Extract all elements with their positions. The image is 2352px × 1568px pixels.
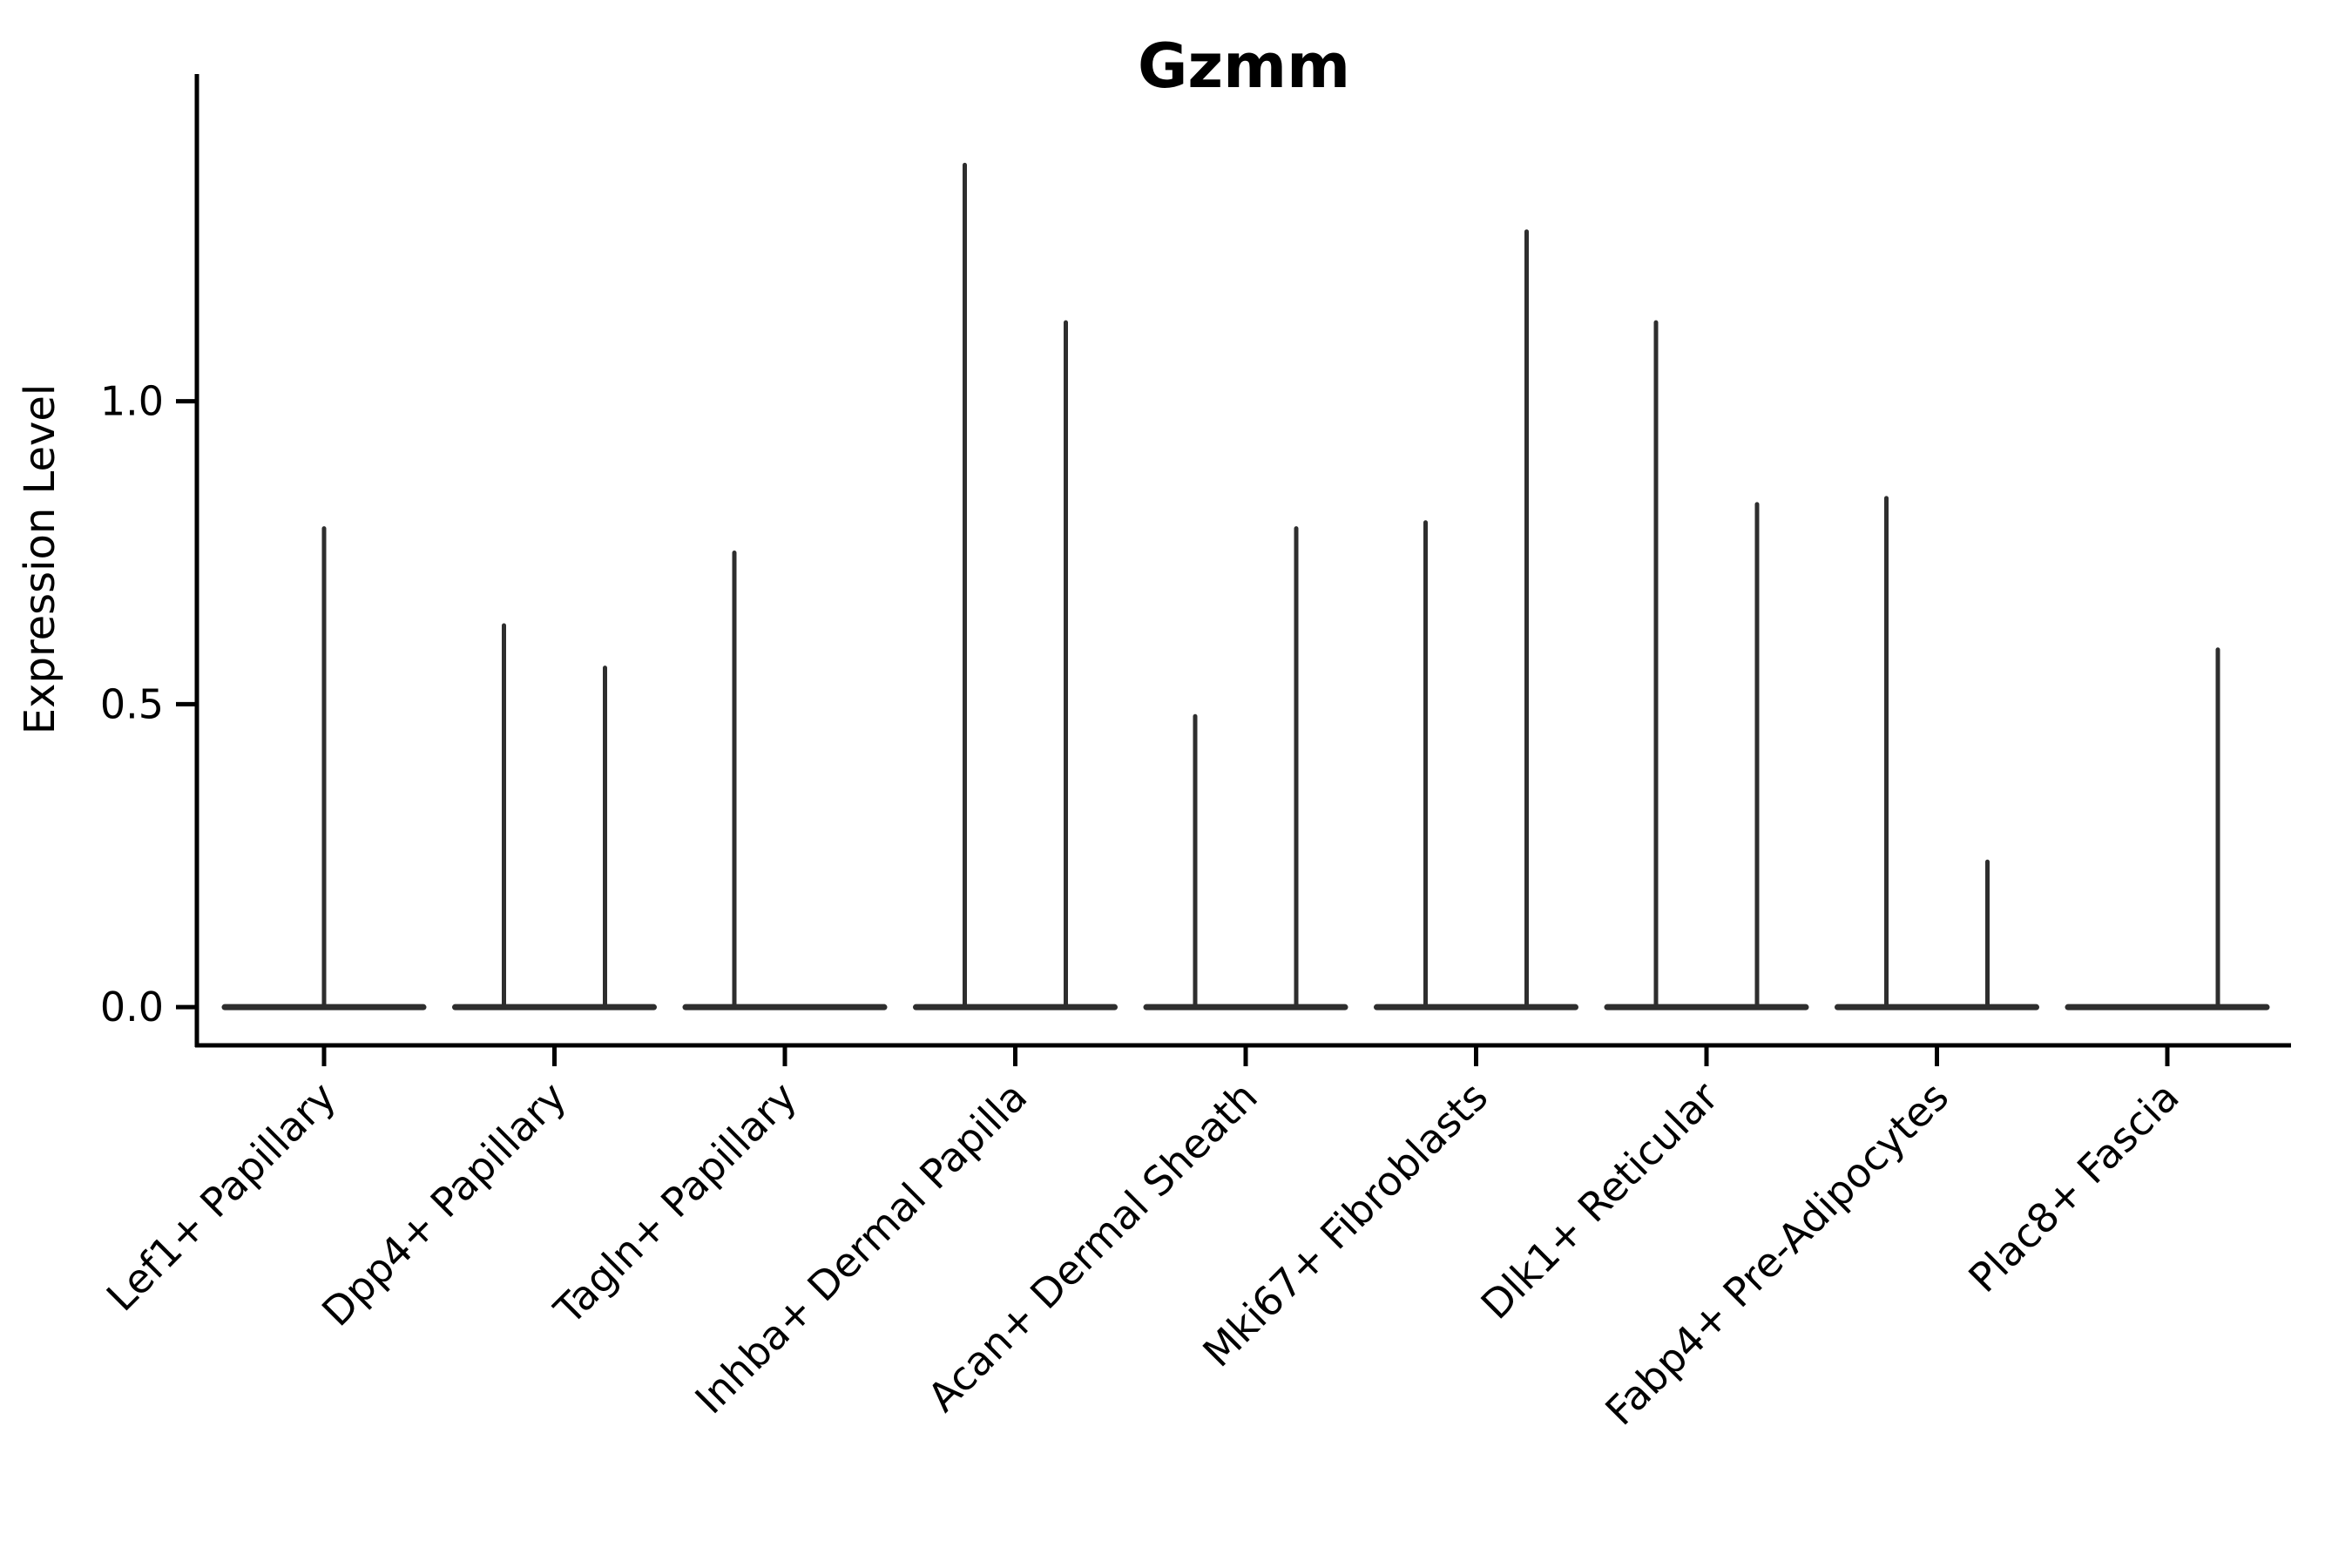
x-tick-label: Dlk1+ Reticular [1472, 1073, 1727, 1328]
x-tick-label: Lef1+ Papillary [98, 1073, 345, 1321]
y-tick-label: 1.0 [100, 378, 164, 425]
y-tick-label: 0.0 [100, 983, 164, 1031]
y-tick-label: 0.5 [100, 680, 164, 727]
x-tick-label: Plac8+ Fascia [1959, 1073, 2187, 1301]
x-tick-label: Tagln+ Papillary [544, 1073, 806, 1335]
x-tick-label: Dpp4+ Papillary [313, 1073, 575, 1335]
y-axis-label: Expression Level [16, 384, 64, 735]
chart-title: Gzmm [1138, 30, 1350, 102]
